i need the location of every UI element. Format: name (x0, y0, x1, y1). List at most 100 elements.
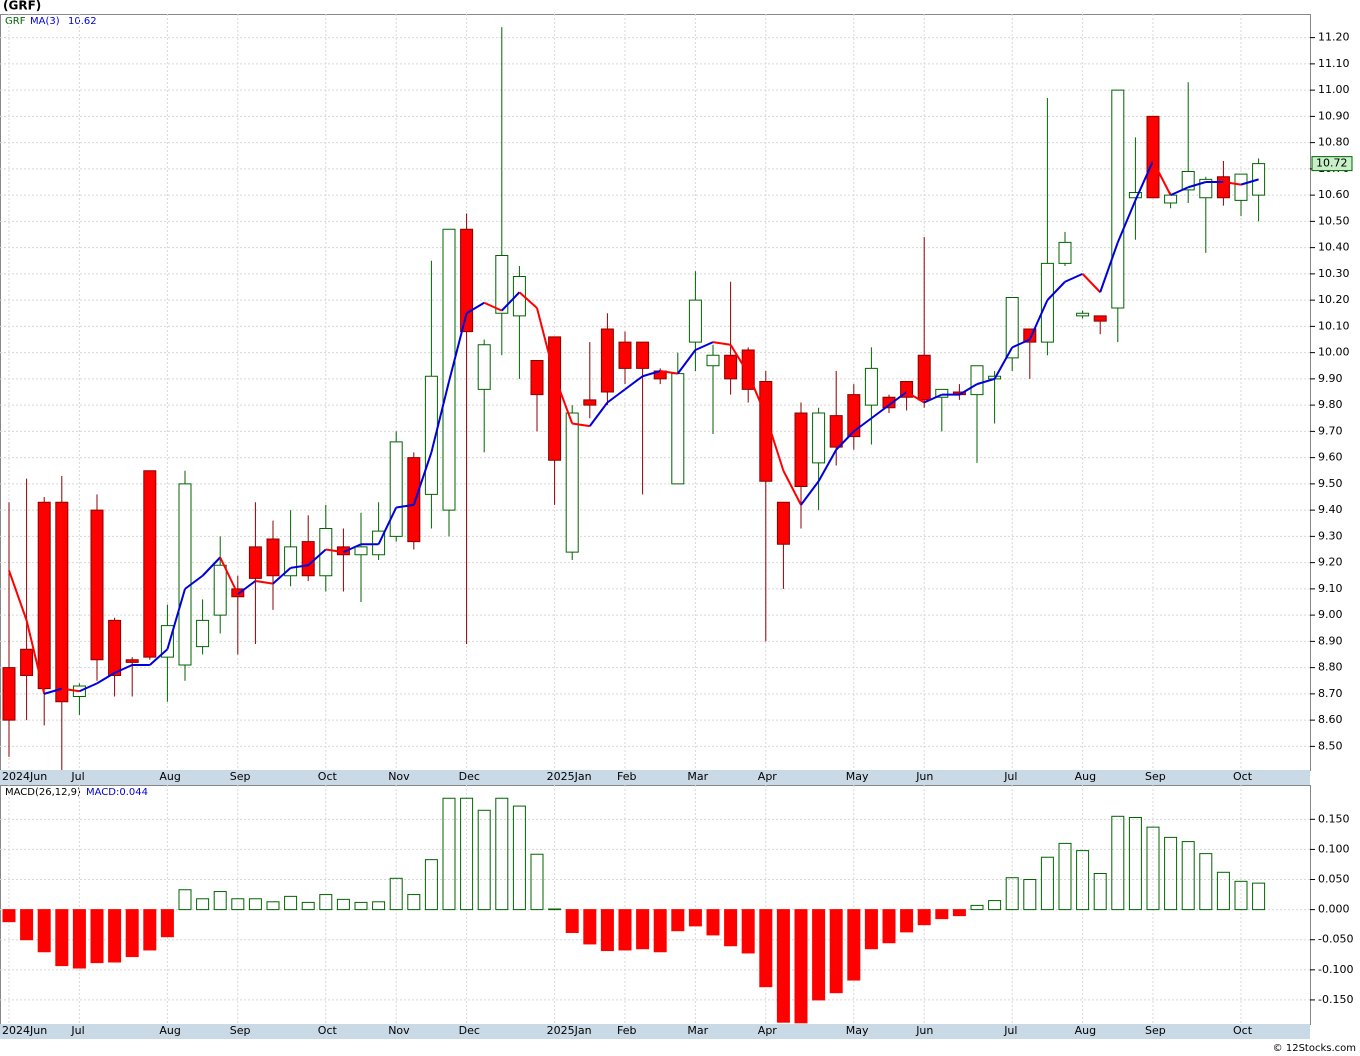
y-tick-label: 9.60 (1318, 451, 1343, 464)
x-tick-label: Oct (1233, 770, 1253, 783)
x-tick-label: Sep (1145, 1024, 1166, 1037)
ma-segment (483, 301, 503, 312)
candle-body (724, 354, 738, 380)
y-tick-label: -0.050 (1318, 933, 1353, 946)
ticker: GRF (5, 16, 26, 27)
ma-segment (412, 452, 433, 506)
ma-segment (325, 548, 344, 554)
macd-bar (847, 909, 861, 981)
macd-bar (1005, 877, 1019, 911)
macd-bar (600, 909, 614, 952)
y-tick-label: 0.050 (1318, 873, 1350, 886)
macd-bar (1164, 836, 1178, 911)
macd-bar (424, 859, 438, 911)
macd-bar (829, 909, 843, 994)
x-tick-label: Aug (1075, 770, 1096, 783)
y-tick-label: 8.80 (1318, 661, 1343, 674)
macd-bar (970, 904, 984, 911)
ma-legend: MA(3) (30, 16, 60, 27)
candle-body (794, 412, 808, 487)
x-tick-label: May (846, 770, 869, 783)
ma-segment (624, 375, 644, 391)
candle-body (284, 546, 298, 577)
macd-bar (1111, 815, 1125, 911)
candle-body (213, 564, 227, 616)
macd-bar (354, 901, 368, 911)
ma-segment (307, 548, 327, 566)
ma-segment (466, 301, 485, 315)
candle-body (636, 341, 650, 369)
macd-bar (301, 901, 315, 911)
y-tick-label: 8.90 (1318, 634, 1343, 647)
ma-segment (870, 404, 890, 420)
candle-body (812, 412, 826, 464)
ma-segment (764, 415, 785, 472)
macd-date-strip (0, 1024, 1310, 1039)
ma-segment (976, 377, 995, 386)
candle-body (90, 509, 104, 661)
ma-segment (78, 682, 98, 693)
y-tick-label: 0.100 (1318, 842, 1350, 855)
x-tick-label: 2024Jun (2, 1024, 47, 1037)
macd-bar (688, 909, 702, 927)
macd-bar (1252, 882, 1266, 911)
macd-bar (741, 909, 755, 954)
macd-bar (213, 891, 227, 911)
candle-body (37, 501, 51, 690)
ma-segment (43, 687, 63, 695)
candle-body (196, 619, 210, 648)
macd-bar (266, 901, 280, 911)
y-tick-label: 10.40 (1318, 241, 1350, 254)
macd-bar (706, 909, 720, 936)
ma-last: 10.62 (68, 16, 97, 27)
price-date-strip (0, 770, 1310, 785)
macd-bar (530, 853, 544, 911)
macd-bar (917, 909, 931, 926)
macd-bar (442, 797, 456, 911)
candle-body (583, 399, 597, 406)
macd-bar (952, 909, 966, 917)
macd-value: MACD:0.044 (86, 787, 148, 798)
ma-segment (272, 567, 292, 585)
ma-segment (237, 580, 256, 595)
candle-body (970, 365, 984, 396)
macd-bar (125, 909, 139, 958)
ma-segment (255, 580, 274, 585)
candle-body (354, 546, 368, 556)
macd-bar (2, 909, 16, 923)
candle-body (20, 648, 34, 676)
y-tick-label: 8.70 (1318, 687, 1343, 700)
ma-segment (377, 507, 398, 545)
candle-body (442, 228, 456, 511)
candle-body (706, 354, 720, 367)
ma-segment (747, 373, 767, 417)
ma-segment (61, 687, 80, 693)
ma-segment (1064, 272, 1084, 283)
ma-segment (782, 470, 802, 506)
ma-segment (430, 381, 450, 453)
ma-segment (1081, 273, 1101, 293)
candle-body (1199, 178, 1213, 199)
x-tick-label: Jul (70, 770, 84, 783)
candle-body (460, 228, 474, 333)
candle-body (776, 501, 790, 545)
macd-bar (389, 877, 403, 911)
macd-bar (776, 909, 790, 1023)
ma-segment (201, 556, 221, 577)
ma-segment (219, 556, 239, 595)
candle-body (143, 470, 157, 658)
ma-segment (993, 346, 1014, 380)
ma-segment (1011, 338, 1031, 349)
ma-segment (729, 344, 750, 375)
ma-segment (642, 370, 661, 378)
y-tick-label: 8.60 (1318, 713, 1343, 726)
ma-segment (606, 388, 626, 404)
candle-body (319, 528, 333, 577)
macd-bar (618, 909, 632, 951)
macd-bar (1181, 841, 1195, 911)
ma-segment (853, 417, 872, 433)
macd-bar (935, 909, 949, 920)
ma-segment (1028, 299, 1049, 340)
candle-body (125, 659, 139, 663)
macd-legend: MACD(26,12,9) (5, 787, 81, 798)
